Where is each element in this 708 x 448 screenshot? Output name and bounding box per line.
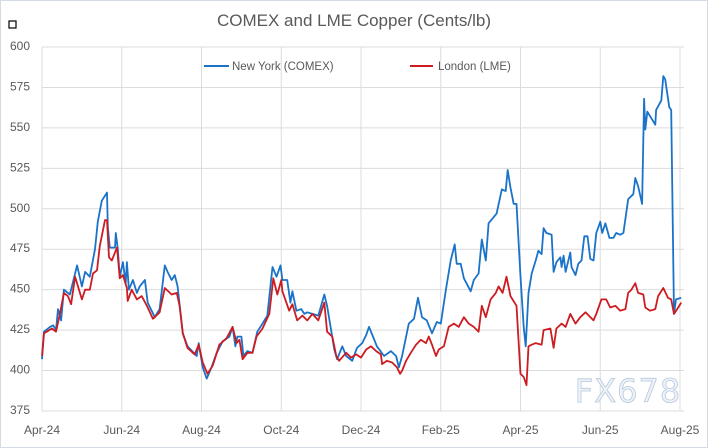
y-tick-label: 400 bbox=[10, 363, 30, 377]
y-tick-label: 600 bbox=[10, 39, 30, 53]
x-tick-label: Oct-24 bbox=[263, 423, 299, 437]
y-tick-label: 375 bbox=[10, 403, 30, 417]
y-tick-label: 425 bbox=[10, 322, 30, 336]
y-tick-label: 475 bbox=[10, 241, 30, 255]
y-tick-label: 500 bbox=[10, 201, 30, 215]
y-tick-label: 525 bbox=[10, 160, 30, 174]
y-axis-ticks: 375 400 425 450 475 500 525 550 575 600 bbox=[10, 39, 30, 417]
x-axis-ticks: Apr-24 Jun-24 Aug-24 Oct-24 Dec-24 Feb-25 Apr-… bbox=[24, 423, 700, 437]
x-tick-label: Jun-25 bbox=[582, 423, 619, 437]
series-line-comex bbox=[41, 75, 682, 380]
x-tick-label: Jun-24 bbox=[103, 423, 140, 437]
legend-label-lme: London (LME) bbox=[438, 61, 511, 73]
x-tick-label: Apr-25 bbox=[502, 423, 538, 437]
series-line-lme bbox=[41, 219, 682, 386]
legend: New York (COMEX) London (LME) bbox=[204, 61, 511, 73]
gridlines bbox=[41, 46, 684, 412]
chart-handle-icon bbox=[8, 20, 17, 29]
series-lines bbox=[41, 75, 682, 386]
x-tick-label: Aug-24 bbox=[182, 423, 221, 437]
watermark-logo: FX678 bbox=[575, 372, 681, 410]
x-tick-label: Apr-24 bbox=[24, 423, 60, 437]
chart-title: COMEX and LME Copper (Cents/lb) bbox=[217, 11, 491, 30]
y-tick-label: 575 bbox=[10, 79, 30, 93]
legend-label-comex: New York (COMEX) bbox=[232, 61, 334, 73]
x-tick-label: Aug-25 bbox=[661, 423, 700, 437]
x-tick-label: Feb-25 bbox=[422, 423, 460, 437]
x-tick-label: Dec-24 bbox=[342, 423, 381, 437]
y-tick-label: 450 bbox=[10, 282, 30, 296]
y-tick-label: 550 bbox=[10, 120, 30, 134]
